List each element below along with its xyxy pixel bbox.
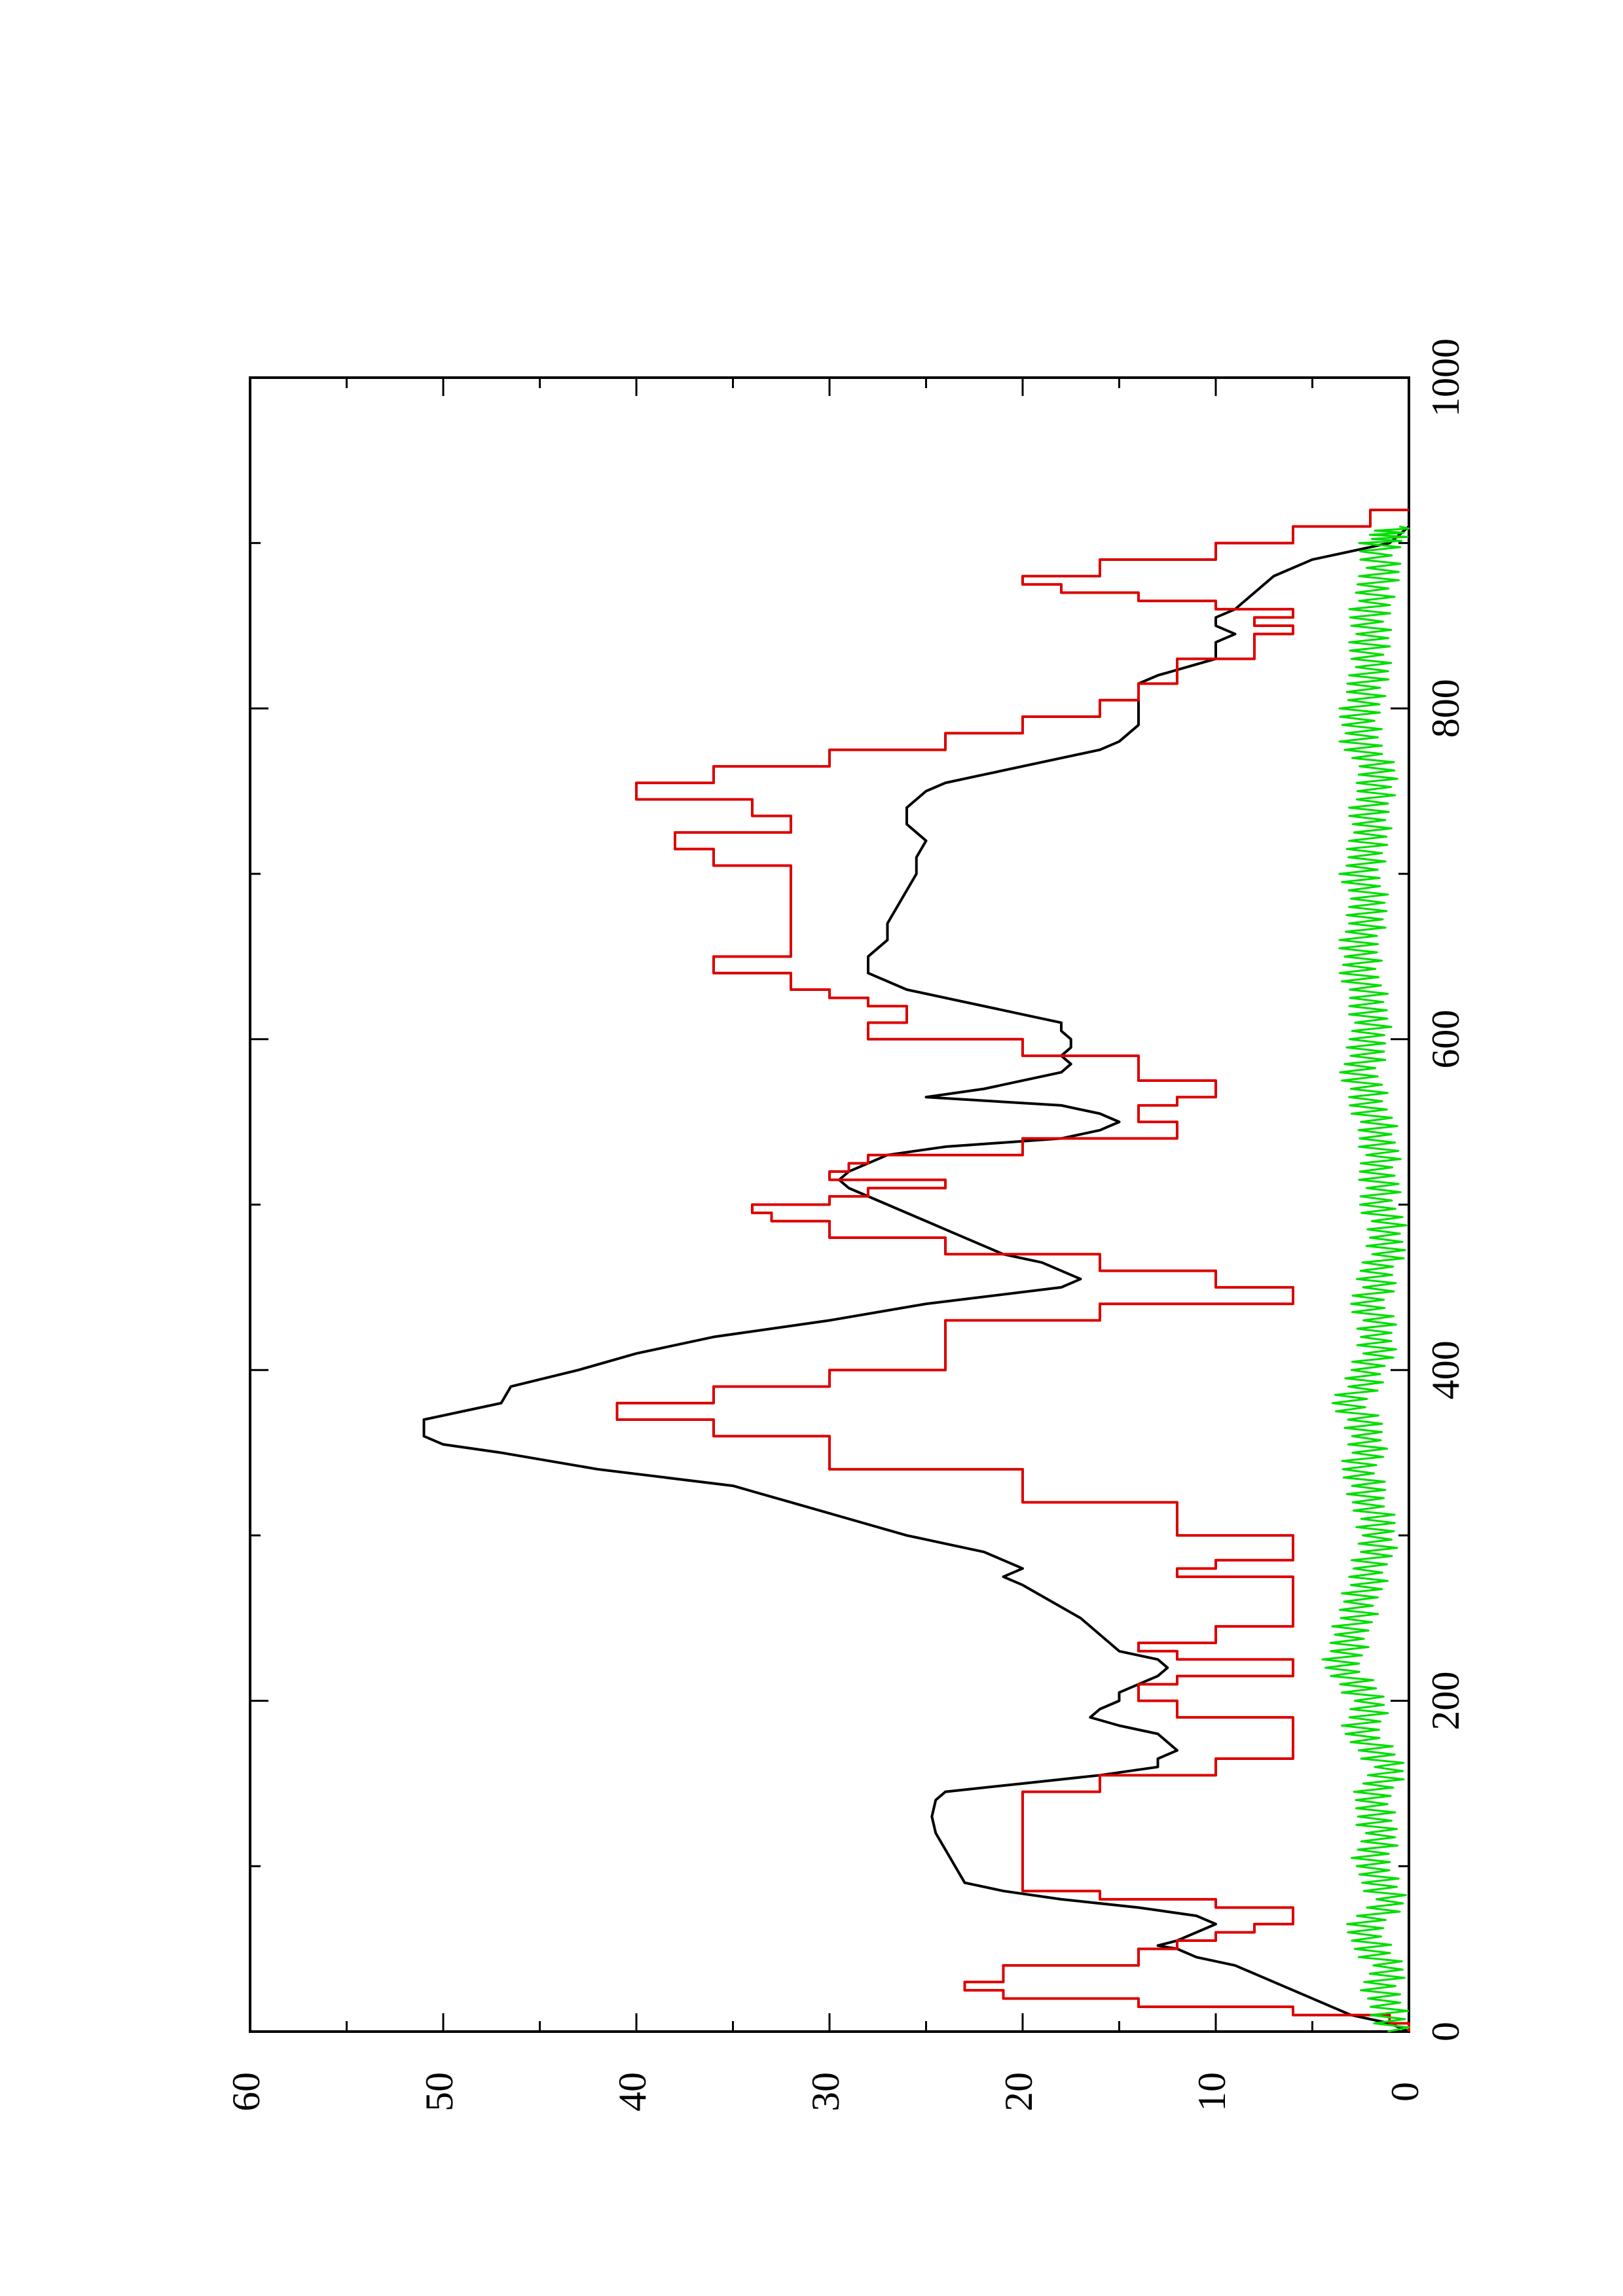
axis-ticks (249, 376, 1410, 2033)
series-layer (422, 509, 1410, 2033)
x-tick-label: 0 (1424, 2022, 1467, 2041)
y-tick-label: 0 (1383, 2082, 1427, 2102)
y-tick-label: 10 (1190, 2072, 1233, 2111)
x-tick-label: 800 (1424, 679, 1467, 738)
y-tick-label: 30 (804, 2072, 847, 2111)
axis-tick-labels: 0 200 400 600 800 1000 0 10 20 30 40 50 60 (225, 338, 1467, 2111)
y-tick-label: 40 (611, 2072, 654, 2111)
x-tick-label: 200 (1424, 1672, 1467, 1731)
x-tick-label: 400 (1424, 1340, 1467, 1399)
series-line-0 (422, 525, 1410, 2033)
series-line-2 (1321, 525, 1410, 2033)
series-line-1 (615, 509, 1410, 2032)
y-tick-label: 20 (997, 2072, 1040, 2111)
x-tick-label: 600 (1424, 1010, 1467, 1069)
y-tick-label: 50 (418, 2072, 461, 2111)
y-tick-label: 60 (225, 2072, 268, 2111)
x-tick-label: 1000 (1424, 338, 1467, 417)
